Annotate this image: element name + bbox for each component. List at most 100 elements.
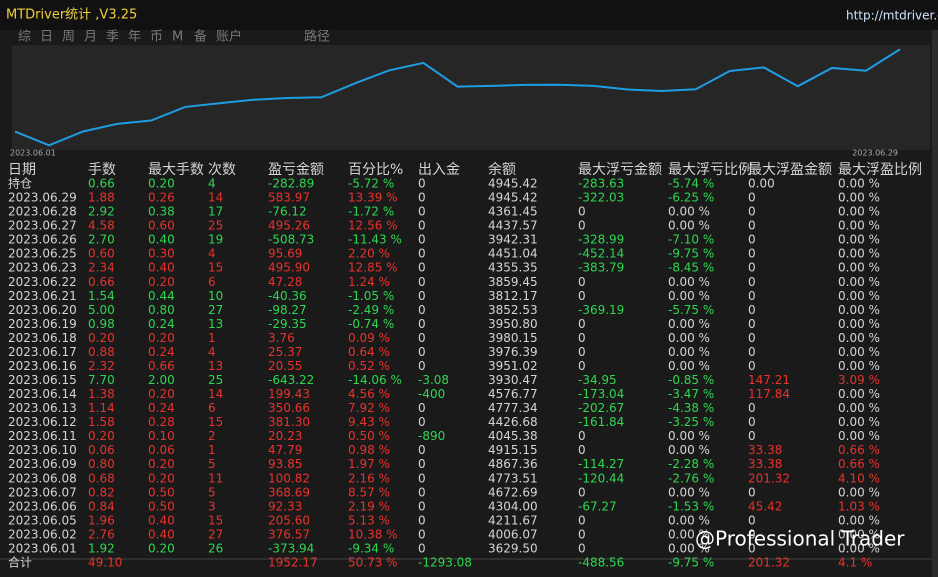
row-label: 2023.06.07 [8,485,77,499]
cell: 0.20 [148,177,175,191]
cell: -2.76 % [668,471,714,485]
cell: 1.54 [88,289,115,303]
cell: 0 [418,499,426,513]
cell: 0 [418,401,426,415]
cell: 0.20 [148,541,175,555]
tab[interactable]: 季 [106,30,119,45]
cell: 0.00 % [668,443,710,457]
cell: 3930.47 [488,373,538,387]
cell: 0.00 % [668,541,710,555]
cell: 4945.42 [488,177,538,191]
column-header: 余额 [488,161,516,178]
cell: 0.00 [748,177,775,191]
cell: 0.50 [148,499,175,513]
cell: 2.16 % [348,471,390,485]
cell: 0 [418,261,426,275]
cell: 3942.31 [488,233,538,247]
cell: 33.38 [748,457,782,471]
cell: -8.45 % [668,261,714,275]
cell: -3.25 % [668,415,714,429]
cell: 6 [208,275,216,289]
tab[interactable]: 日 [40,30,53,45]
cell: 0 [418,527,426,541]
cell: 147.21 [748,373,790,387]
cell: -508.73 [268,233,314,247]
tab[interactable]: 路径 [304,29,330,45]
cell: 10.38 % [348,527,398,541]
tab[interactable]: 年 [128,30,141,45]
cell: -3.08 [418,373,449,387]
cell: 3951.02 [488,359,538,373]
tab[interactable]: M [172,30,183,45]
cell: 1 [208,443,216,457]
link[interactable]: http://mtdriver.c [846,9,938,23]
cell: 100.82 [268,471,310,485]
cell: 0.52 % [348,359,390,373]
cell: -383.79 [578,261,624,275]
cell: 0.00 % [838,429,880,443]
watermark: @Professional Trader [695,527,905,551]
cell: 0.98 % [348,443,390,457]
cell: -202.67 [578,401,624,415]
cell: -6.25 % [668,191,714,205]
tab[interactable]: 周 [62,30,75,45]
cell: 47.28 [268,275,302,289]
tab[interactable]: 综 [18,30,31,45]
cell: 0.84 [88,499,115,513]
cell: 0 [578,205,586,219]
cell: -643.22 [268,373,314,387]
column-header: 最大浮亏比例 [668,162,752,178]
cell: 0.64 % [348,345,390,359]
cell: 27 [208,527,223,541]
row-label: 2023.06.28 [8,205,77,219]
row-label: 2023.06.12 [8,415,77,429]
cell: 0 [578,527,586,541]
cell: 201.32 [748,556,790,570]
cell: 4426.68 [488,415,538,429]
cell: 0 [748,513,756,527]
scrollbar[interactable] [932,30,938,577]
cell: 93.85 [268,457,302,471]
row-label: 2023.06.19 [8,317,77,331]
row-label: 2023.06.26 [8,233,77,247]
cell: 0 [578,275,586,289]
cell: -282.89 [268,177,314,191]
cell: 0.00 % [668,513,710,527]
cell: 368.69 [268,485,310,499]
cell: 0 [418,191,426,205]
column-header: 最大手数 [148,162,204,178]
cell: 19 [208,233,223,247]
cell: 12.56 % [348,219,398,233]
cell: 4777.34 [488,401,538,415]
tab[interactable]: 月 [84,30,97,45]
cell: 5.13 % [348,513,390,527]
cell: 350.66 [268,401,310,415]
cell: 13 [208,359,223,373]
cell: 3.76 [268,331,295,345]
cell: 0 [748,261,756,275]
column-header: 最大浮盈比例 [838,162,922,178]
cell: 0.80 [88,457,115,471]
cell: 0 [748,205,756,219]
cell: 3.09 % [838,373,880,387]
row-label: 2023.06.17 [8,345,77,359]
column-header: 盈亏金额 [268,162,324,178]
tab[interactable]: 账户 [216,29,242,45]
window-title: MTDriver统计 ,V3.25 [6,8,137,23]
cell: 0 [418,471,426,485]
cell: 0.00 % [668,317,710,331]
cell: 0 [418,303,426,317]
cell: 0 [748,429,756,443]
row-label: 2023.06.20 [8,303,77,317]
tab[interactable]: 币 [150,30,163,45]
cell: 0.06 [148,443,175,457]
tab[interactable]: 备 [194,29,207,45]
row-label: 2023.06.25 [8,247,77,261]
cell: -34.95 [578,373,617,387]
cell: -40.36 [268,289,307,303]
cell: 0 [748,233,756,247]
cell: 4867.36 [488,457,538,471]
cell: 0 [418,317,426,331]
cell: 45.42 [748,499,782,513]
cell: 0.20 [148,387,175,401]
